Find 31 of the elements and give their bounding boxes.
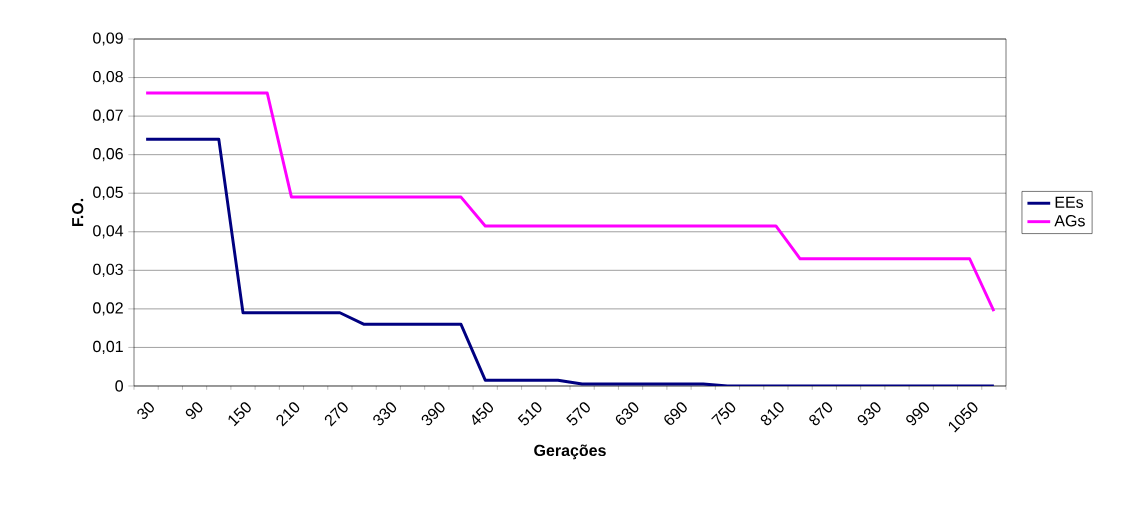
y-tick-label: 0,01 <box>93 340 123 355</box>
y-tick-label: 0,09 <box>93 32 123 46</box>
legend-label: EEs <box>1055 196 1084 208</box>
x-tick-label: 450 <box>472 402 494 425</box>
y-tick-label: 0,08 <box>93 70 123 85</box>
x-tick-label: 690 <box>664 402 687 425</box>
x-axis-title: Gerações <box>534 444 606 460</box>
x-tick-label: 270 <box>324 402 348 427</box>
y-tick-label: 0,06 <box>93 148 123 162</box>
x-tick-label: 30 <box>137 402 154 420</box>
x-tick-label: 390 <box>421 402 445 426</box>
x-tick-label: 90 <box>185 402 203 419</box>
x-tick-label: 870 <box>809 402 833 426</box>
x-tick-label: 630 <box>615 402 639 425</box>
y-tick-label: 0 <box>115 380 123 392</box>
y-tick-label: 0,03 <box>93 263 123 277</box>
y-tick-label: 0,05 <box>93 186 123 200</box>
x-tick-label: 150 <box>228 402 251 427</box>
legend-label: AGs <box>1054 215 1085 227</box>
x-tick-label: 210 <box>276 402 300 427</box>
x-tick-label: 570 <box>566 402 590 426</box>
x-tick-label: 750 <box>711 402 736 425</box>
x-tick-label: 330 <box>373 402 397 426</box>
x-tick-label: 810 <box>760 402 784 426</box>
x-tick-label: 990 <box>906 402 930 426</box>
y-tick-label: 0,02 <box>93 302 123 316</box>
x-tick-label: 930 <box>857 402 881 426</box>
y-tick-label: 0,07 <box>93 109 123 123</box>
y-tick-label: 0,04 <box>93 225 124 239</box>
y-axis-title: F.O. <box>71 198 84 227</box>
x-tick-label: 510 <box>517 402 542 426</box>
